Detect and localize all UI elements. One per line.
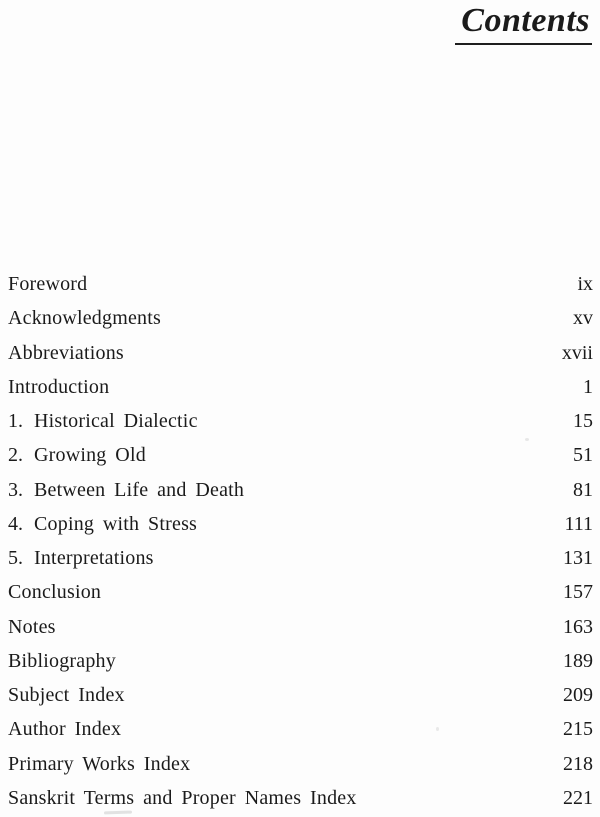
entry-title: Abbreviations [8,341,124,364]
toc-entry: Bibliography 189 [8,644,593,678]
toc-entry: 3. Between Life and Death 81 [8,473,593,507]
toc-entry: Author Index 215 [8,712,593,746]
entry-page-number: 209 [563,684,593,706]
toc-entry-left: Sanskrit Terms and Proper Names Index [8,781,357,815]
toc-entry-left: 4. Coping with Stress [8,507,197,541]
entry-title: Coping with Stress [34,512,198,535]
toc-entry-left: 2. Growing Old [8,438,146,472]
table-of-contents: Foreword ix Acknowledgments xv Abbreviat… [8,267,593,815]
entry-title: Between Life and Death [34,478,245,501]
entry-page-number: 81 [573,478,593,501]
toc-entry-left: Conclusion [8,575,101,609]
entry-title: Notes [8,615,56,638]
entry-page-number: 215 [563,718,593,741]
entry-page-number: 131 [563,547,593,569]
toc-entry-left: Author Index [8,712,121,746]
entry-page-number: 51 [573,444,593,467]
entry-title: Introduction [8,375,110,398]
entry-title: Interpretations [34,547,154,569]
entry-title: Growing Old [34,444,146,467]
toc-entry-left: Abbreviations [8,336,124,370]
contents-title-block: Contents [455,3,592,45]
entry-title: Conclusion [8,581,102,604]
toc-entry-left: 3. Between Life and Death [8,473,244,507]
entry-page-number: xv [573,307,593,330]
toc-entry: Sanskrit Terms and Proper Names Index 22… [8,781,593,815]
toc-entry: Conclusion 157 [8,575,593,609]
entry-page-number: 218 [563,752,593,775]
toc-entry-left: 1. Historical Dialectic [8,404,198,438]
chapter-number: 2. [8,444,23,467]
chapter-number: 3. [8,478,23,501]
toc-entry-left: Subject Index [8,678,125,712]
toc-entry-left: Introduction [8,370,109,404]
entry-page-number: 111 [564,512,593,535]
entry-page-number: 221 [563,786,593,809]
toc-entry: 2. Growing Old 51 [8,438,593,472]
entry-title: Subject Index [8,684,125,706]
toc-entry-left: Acknowledgments [8,301,161,335]
toc-entry-left: Foreword [8,267,87,301]
entry-page-number: 15 [573,410,593,432]
chapter-number: 1. [8,410,23,432]
toc-entry: Foreword ix [8,267,593,301]
entry-title: Primary Works Index [8,752,191,775]
toc-entry-left: Notes [8,610,56,644]
toc-entry: Introduction 1 [8,370,593,404]
page-title: Contents [455,3,592,45]
toc-entry: Notes 163 [8,610,593,644]
entry-page-number: 163 [563,615,593,638]
toc-entry: Primary Works Index 218 [8,747,593,781]
toc-entry-left: 5. Interpretations [8,541,154,575]
entry-title: Author Index [8,718,122,741]
entry-title: Foreword [8,273,88,295]
entry-page-number: 189 [563,649,593,672]
entry-title: Acknowledgments [8,307,161,330]
scan-artifact [525,438,529,441]
toc-entry: Abbreviations xvii [8,336,593,370]
entry-page-number: ix [577,273,593,295]
chapter-number: 4. [8,512,23,535]
toc-entry: Acknowledgments xv [8,301,593,335]
toc-entry: Subject Index 209 [8,678,593,712]
chapter-number: 5. [8,547,23,569]
toc-entry: 4. Coping with Stress 111 [8,507,593,541]
entry-page-number: xvii [561,341,593,364]
entry-title: Historical Dialectic [34,410,198,432]
entry-page-number: 157 [563,581,593,604]
entry-title: Sanskrit Terms and Proper Names Index [8,786,357,809]
toc-entry: 1. Historical Dialectic 15 [8,404,593,438]
toc-entry-left: Primary Works Index [8,747,190,781]
toc-entry: 5. Interpretations 131 [8,541,593,575]
entry-page-number: 1 [583,375,593,398]
scan-artifact [436,727,439,731]
entry-title: Bibliography [8,649,116,672]
toc-entry-left: Bibliography [8,644,116,678]
